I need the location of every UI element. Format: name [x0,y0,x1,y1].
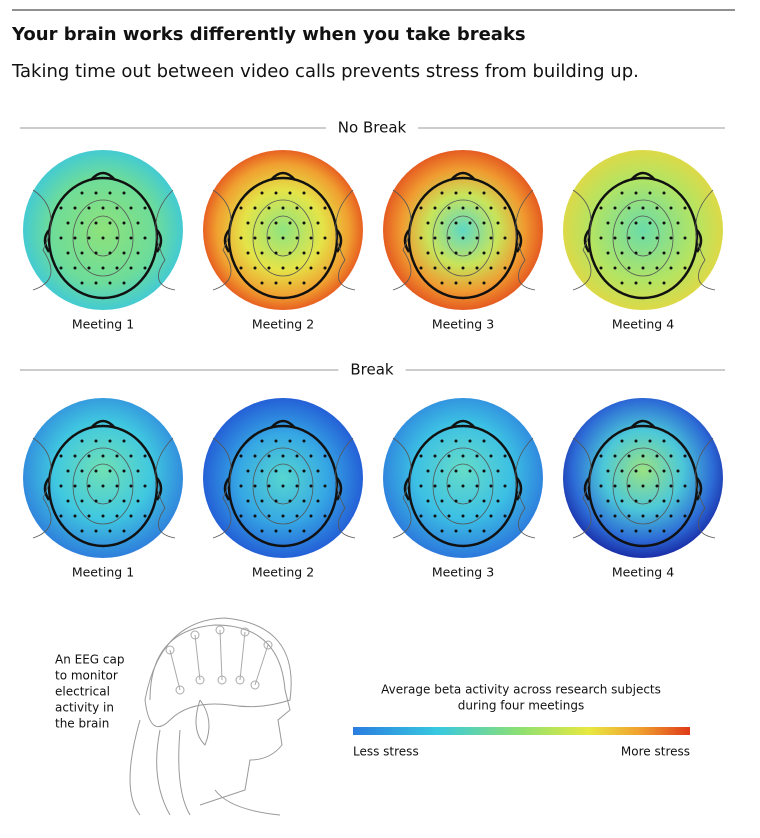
maps: No Break Meeting 1 Meeting 2 Meeting 3 Meeti… [20,119,725,580]
brain-map [203,150,363,310]
map-label: Meeting 1 [72,565,134,580]
caption-line: the brain [55,717,109,731]
map-label: Meeting 1 [72,317,134,332]
map-label: Meeting 2 [252,317,314,332]
legend-high: More stress [621,745,690,759]
caption-line: activity in [55,701,114,715]
caption: An EEG cap to monitor electrical activity i… [55,653,124,731]
legend-title: Average beta activity across research su… [381,683,661,697]
map-label: Meeting 3 [432,317,494,332]
caption-line: electrical [55,685,110,699]
map-label: Meeting 4 [612,317,674,332]
brain-map [383,150,543,310]
map-label: Meeting 2 [252,565,314,580]
subtitle: Taking time out between video calls prev… [11,61,639,82]
brain-map [563,398,723,558]
brain-map [23,398,183,558]
map-label: Meeting 4 [612,565,674,580]
title: Your brain works differently when you ta… [11,24,526,45]
section-label: Break [350,361,394,379]
section-label: No Break [338,119,407,137]
caption-line: to monitor [55,669,118,683]
brain-map [383,398,543,558]
legend-title: during four meetings [458,699,584,713]
legend-low: Less stress [353,745,419,759]
color-scale [353,727,690,735]
map-label: Meeting 3 [432,565,494,580]
brain-map [203,398,363,558]
eeg-illustration [129,617,292,816]
brain-map [563,150,723,310]
caption-line: An EEG cap [55,653,124,667]
brain-map [23,150,183,310]
